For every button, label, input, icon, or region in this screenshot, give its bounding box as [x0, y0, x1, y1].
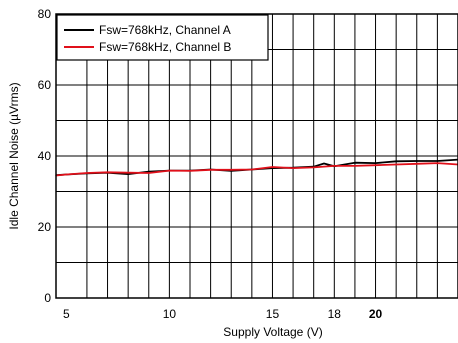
x-tick-label: 5 [63, 307, 70, 321]
y-tick-label: 0 [44, 291, 51, 305]
data-point-channel-b [292, 167, 294, 169]
x-tick-label: 15 [266, 307, 280, 321]
data-point-channel-a [148, 171, 150, 173]
series-layer [55, 158, 458, 177]
data-point-channel-b [168, 169, 170, 172]
data-point-channel-b [65, 173, 67, 176]
data-point-channel-b [416, 163, 418, 165]
data-point-channel-b [395, 163, 397, 166]
data-point-channel-a [436, 160, 438, 162]
x-tick-label: 20 [369, 307, 383, 321]
data-point-channel-a [416, 160, 418, 162]
y-tick-label: 60 [38, 78, 52, 92]
data-point-channel-b [436, 162, 438, 164]
data-point-channel-b [106, 171, 109, 173]
data-point-channel-b [189, 170, 191, 172]
data-point-channel-b [333, 165, 335, 167]
y-axis-label: Idle Channel Noise (µVrms) [7, 82, 21, 229]
data-point-channel-a [127, 173, 129, 175]
y-tick-label: 20 [38, 220, 52, 234]
data-point-channel-b [127, 172, 129, 174]
data-point-channel-a [395, 160, 397, 162]
data-point-channel-b [251, 168, 253, 171]
plot-frame [55, 13, 458, 299]
x-tick-label: 10 [163, 307, 177, 321]
data-point-channel-b [210, 169, 212, 171]
data-point-channel-b [374, 164, 377, 166]
data-point-channel-a [374, 162, 377, 164]
grid [55, 14, 458, 298]
y-tick-label: 80 [38, 7, 52, 21]
data-point-channel-b [148, 172, 150, 174]
data-point-channel-b [354, 165, 356, 167]
legend-label-channel-a: Fsw=768kHz, Channel A [99, 23, 231, 37]
data-point-channel-b [230, 169, 232, 171]
legend-label-channel-b: Fsw=768kHz, Channel B [99, 40, 231, 54]
data-point-channel-b [271, 166, 274, 168]
y-tick-label: 40 [38, 149, 52, 163]
x-axis-ticks: 5 10 15 18 20 [63, 307, 383, 321]
data-point-channel-b [313, 166, 315, 168]
y-axis-ticks: 0 20 40 60 80 [38, 7, 52, 305]
data-point-channel-a [354, 162, 356, 164]
x-axis-label: Supply Voltage (V) [223, 325, 322, 339]
legend: Fsw=768kHz, Channel A Fsw=768kHz, Channe… [56, 14, 269, 61]
x-tick-label: 18 [328, 307, 342, 321]
data-point-channel-b [86, 172, 88, 174]
data-point-channel-a [323, 162, 325, 165]
legend-box [56, 14, 269, 61]
